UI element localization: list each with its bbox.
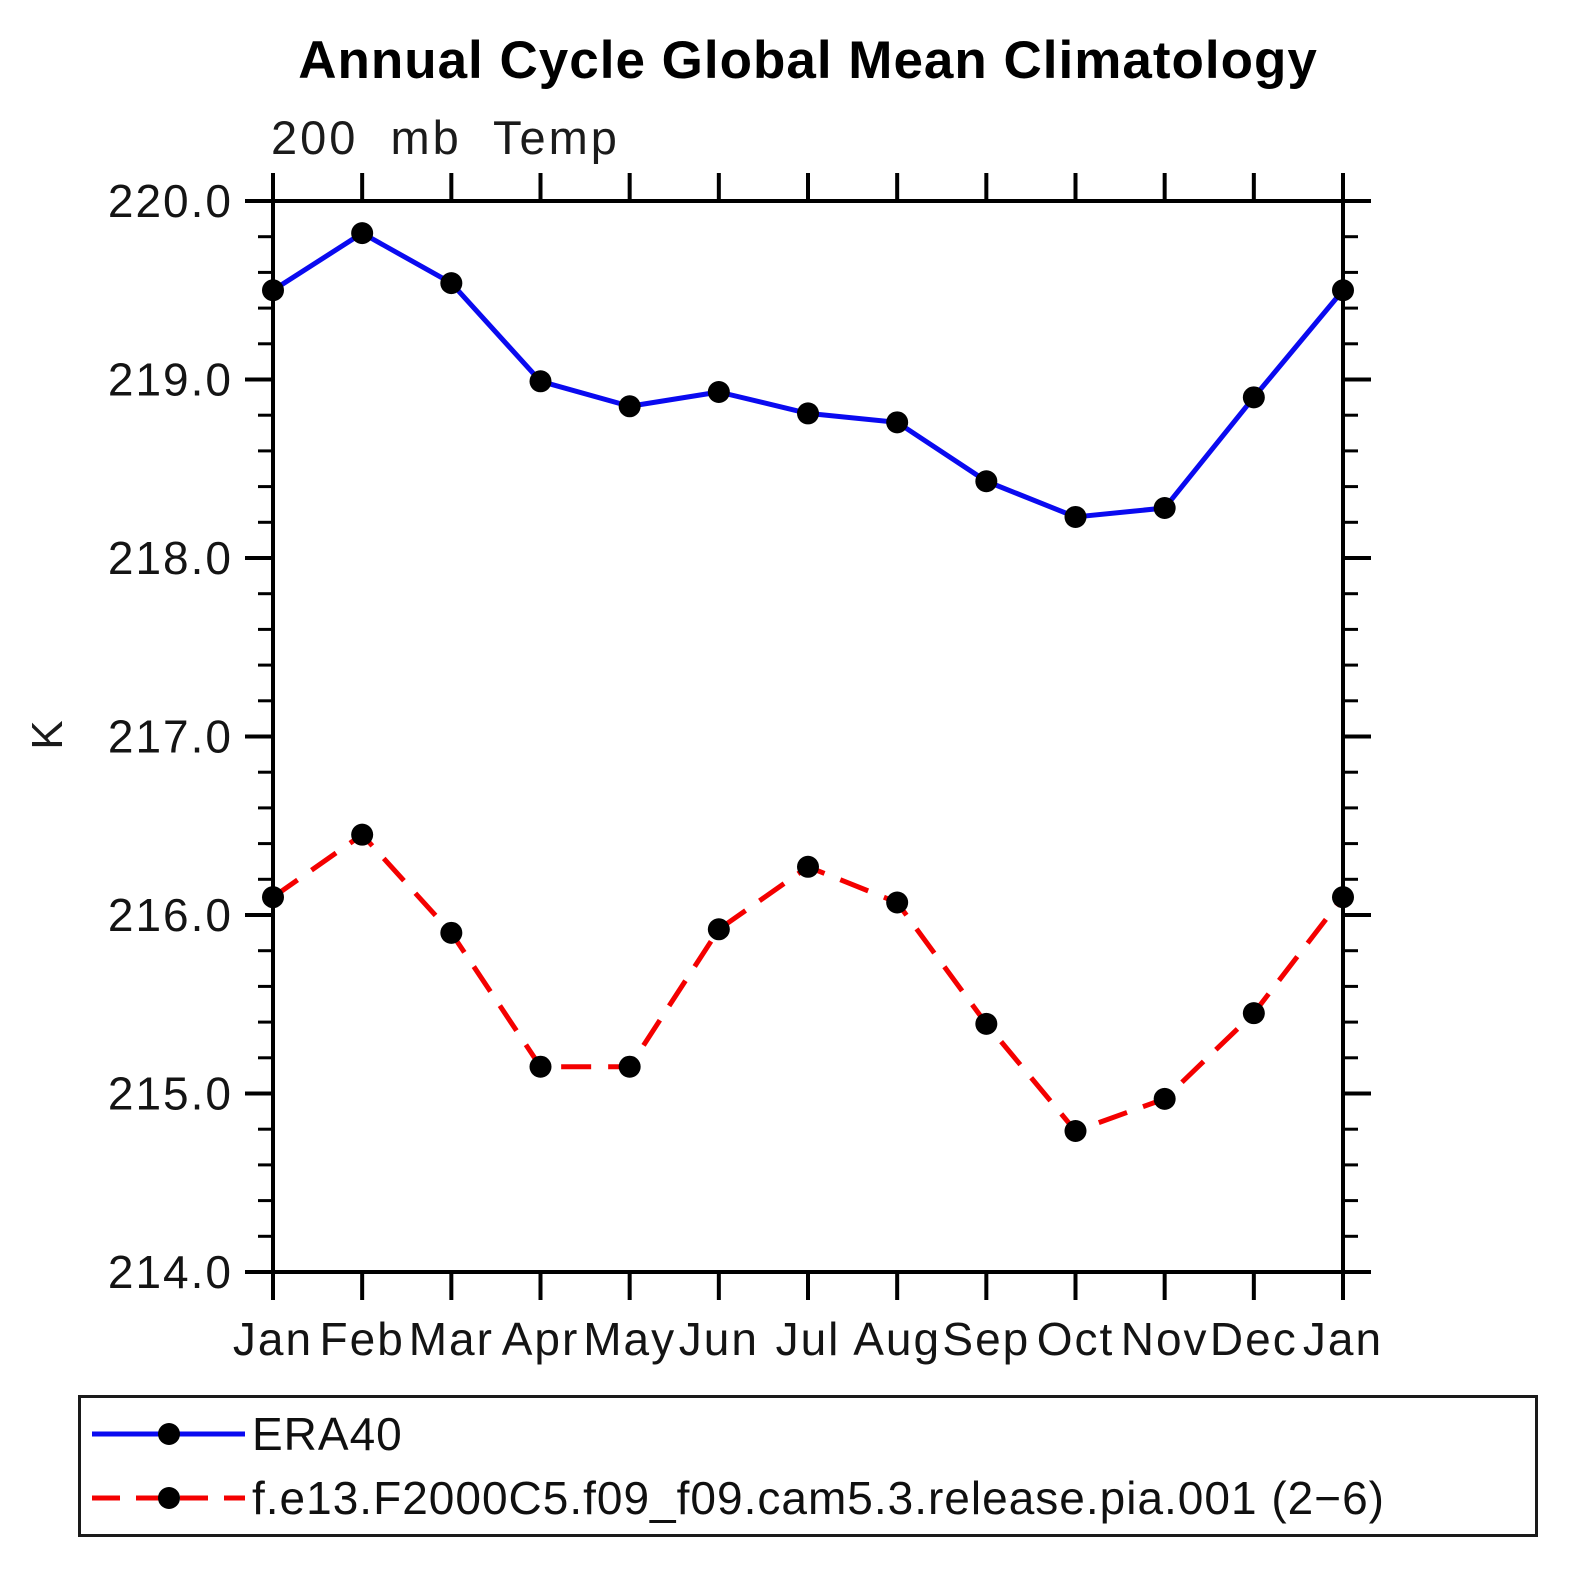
data-point-marker (1153, 497, 1176, 520)
legend-key-solid-line-icon (92, 1423, 245, 1445)
data-point-marker (1064, 1119, 1087, 1142)
x-tick-label: Dec (1210, 1313, 1298, 1365)
data-point-marker (707, 918, 730, 941)
data-point-marker (262, 886, 284, 909)
x-tick-label: Aug (853, 1313, 941, 1365)
x-axis: Jan Feb Mar Apr May Jun Jul Aug Sep Oct Nov Dec Jan (233, 173, 1383, 1365)
data-point-marker (618, 1055, 641, 1078)
x-tick-label: Oct (1037, 1313, 1115, 1365)
y-tick-label: 214.0 (108, 1246, 233, 1298)
data-point-marker (1153, 1087, 1176, 1110)
data-point-marker (1242, 386, 1265, 409)
x-tick-label: Jan (1303, 1313, 1383, 1365)
data-point-marker (351, 222, 374, 245)
x-tick-label: Sep (942, 1313, 1030, 1365)
data-point-marker (440, 272, 463, 295)
series-era40-markers (262, 222, 1354, 528)
y-tick-label: 217.0 (108, 711, 233, 763)
legend-marker-icon (158, 1487, 180, 1509)
data-point-marker (1332, 886, 1354, 909)
x-tick-label: Mar (409, 1313, 494, 1365)
legend-label-model: f.e13.F2000C5.f09_f09.cam5.3.release.pia… (252, 1472, 1385, 1524)
y-tick-label: 218.0 (108, 532, 233, 584)
series-era40-line (271, 230, 1345, 520)
data-point-marker (886, 891, 909, 914)
data-point-marker (529, 1055, 552, 1078)
data-point-marker (797, 855, 819, 878)
data-point-marker (975, 1012, 998, 1035)
series-model-line (271, 832, 1345, 1134)
data-point-marker (1332, 279, 1354, 302)
data-point-marker (262, 279, 284, 302)
y-axis-label: K (23, 720, 72, 750)
x-tick-label: Jul (776, 1313, 841, 1365)
data-point-marker (351, 823, 374, 846)
data-point-marker (529, 370, 552, 393)
data-point-marker (975, 470, 998, 493)
chart-title: Annual Cycle Global Mean Climatology (298, 31, 1318, 90)
legend-item-era40: ERA40 (87, 1403, 1531, 1465)
x-tick-label: Nov (1121, 1313, 1209, 1365)
y-axis: 220.0 219.0 218.0 217.0 216.0 215.0 214.0 (108, 175, 1371, 1298)
x-tick-label: Jun (679, 1313, 759, 1365)
data-point-marker (797, 402, 819, 425)
legend-item-model: f.e13.F2000C5.f09_f09.cam5.3.release.pia… (87, 1467, 1531, 1529)
data-point-marker (707, 380, 730, 403)
data-point-marker (1242, 1002, 1265, 1025)
data-point-marker (1064, 505, 1087, 528)
y-tick-label: 220.0 (108, 175, 233, 227)
x-tick-label: Jan (233, 1313, 313, 1365)
data-point-marker (618, 395, 641, 418)
chart-subtitle: 200 mb Temp (271, 111, 620, 164)
plot-frame (271, 199, 1345, 1274)
x-tick-label: Feb (320, 1313, 405, 1365)
series-model-markers (262, 823, 1354, 1142)
y-tick-label: 219.0 (108, 354, 233, 406)
x-tick-label: May (583, 1313, 676, 1365)
y-tick-label: 216.0 (108, 889, 233, 941)
legend-key-dashed-line-icon (92, 1487, 245, 1509)
legend-marker-icon (158, 1423, 180, 1445)
legend: ERA40 f.e13.F2000C5.f09_f09.cam5.3.relea… (78, 1395, 1538, 1537)
x-tick-label: Apr (502, 1313, 580, 1365)
y-tick-label: 215.0 (108, 1068, 233, 1120)
legend-label-era40: ERA40 (252, 1408, 403, 1460)
data-point-marker (886, 411, 909, 434)
data-point-marker (440, 921, 463, 944)
